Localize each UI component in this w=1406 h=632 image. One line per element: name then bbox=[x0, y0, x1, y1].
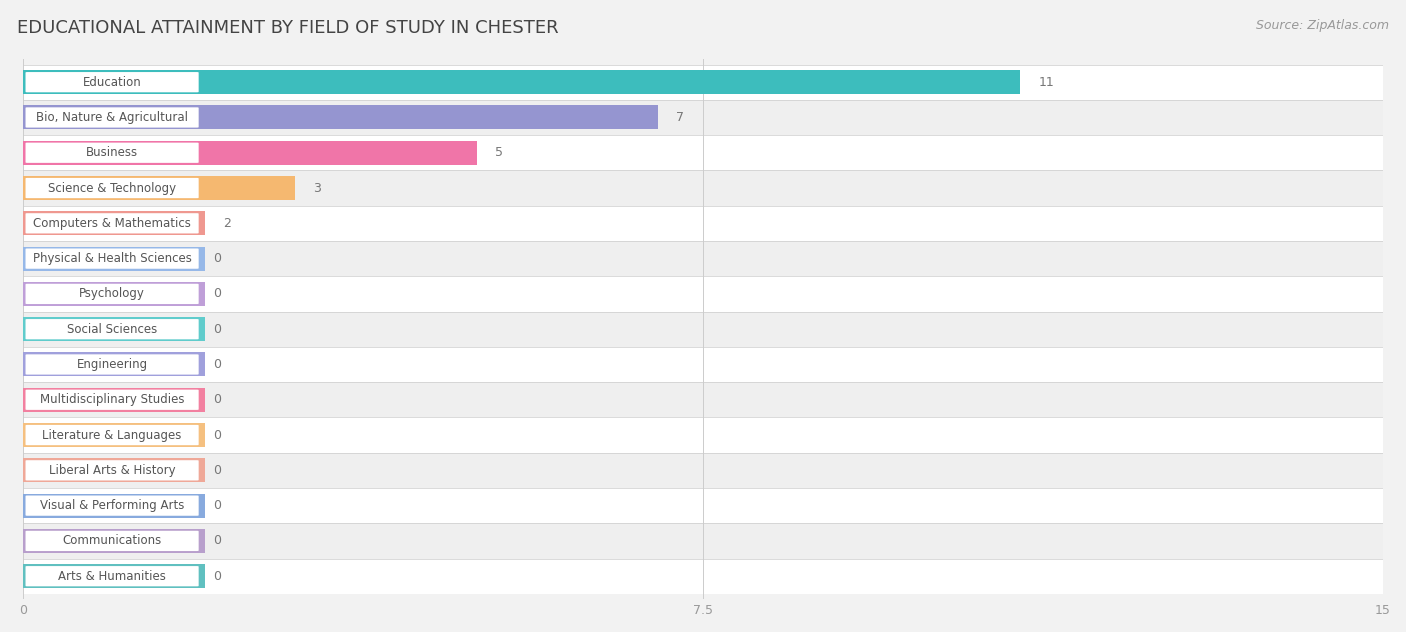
FancyBboxPatch shape bbox=[25, 566, 198, 586]
Bar bbox=[24, 488, 1384, 523]
Text: Psychology: Psychology bbox=[79, 288, 145, 300]
FancyBboxPatch shape bbox=[25, 319, 198, 339]
Bar bbox=[24, 70, 1021, 94]
FancyBboxPatch shape bbox=[25, 143, 198, 163]
Bar bbox=[24, 241, 1384, 276]
Text: Computers & Mathematics: Computers & Mathematics bbox=[34, 217, 191, 230]
Bar bbox=[24, 276, 1384, 312]
Text: Business: Business bbox=[86, 146, 138, 159]
Text: 0: 0 bbox=[214, 393, 222, 406]
Bar bbox=[24, 135, 1384, 171]
Bar bbox=[24, 205, 1384, 241]
Bar bbox=[24, 353, 204, 377]
Bar bbox=[24, 171, 1384, 205]
FancyBboxPatch shape bbox=[25, 355, 198, 375]
Bar bbox=[24, 176, 295, 200]
Text: 0: 0 bbox=[214, 569, 222, 583]
Bar bbox=[24, 453, 1384, 488]
Bar bbox=[24, 64, 1384, 100]
FancyBboxPatch shape bbox=[25, 107, 198, 128]
Text: 5: 5 bbox=[495, 146, 503, 159]
Bar bbox=[24, 382, 1384, 417]
Bar bbox=[24, 347, 1384, 382]
Text: 0: 0 bbox=[214, 288, 222, 300]
Text: Multidisciplinary Studies: Multidisciplinary Studies bbox=[39, 393, 184, 406]
Text: Arts & Humanities: Arts & Humanities bbox=[58, 569, 166, 583]
Bar bbox=[24, 141, 477, 165]
Bar bbox=[24, 312, 1384, 347]
Text: 11: 11 bbox=[1039, 76, 1054, 88]
Text: Bio, Nature & Agricultural: Bio, Nature & Agricultural bbox=[37, 111, 188, 124]
FancyBboxPatch shape bbox=[25, 72, 198, 92]
FancyBboxPatch shape bbox=[25, 390, 198, 410]
Text: Source: ZipAtlas.com: Source: ZipAtlas.com bbox=[1256, 19, 1389, 32]
Bar bbox=[24, 417, 1384, 453]
FancyBboxPatch shape bbox=[25, 495, 198, 516]
FancyBboxPatch shape bbox=[25, 284, 198, 304]
Bar bbox=[24, 564, 204, 588]
Text: Visual & Performing Arts: Visual & Performing Arts bbox=[39, 499, 184, 512]
Text: EDUCATIONAL ATTAINMENT BY FIELD OF STUDY IN CHESTER: EDUCATIONAL ATTAINMENT BY FIELD OF STUDY… bbox=[17, 19, 558, 37]
FancyBboxPatch shape bbox=[25, 531, 198, 551]
Text: Engineering: Engineering bbox=[76, 358, 148, 371]
Text: 0: 0 bbox=[214, 358, 222, 371]
Bar bbox=[24, 100, 1384, 135]
Bar bbox=[24, 529, 204, 553]
Text: Social Sciences: Social Sciences bbox=[67, 323, 157, 336]
Bar bbox=[24, 388, 204, 412]
Text: 0: 0 bbox=[214, 535, 222, 547]
Bar bbox=[24, 494, 204, 518]
Text: Literature & Languages: Literature & Languages bbox=[42, 428, 181, 442]
Bar bbox=[24, 523, 1384, 559]
FancyBboxPatch shape bbox=[25, 425, 198, 445]
Bar bbox=[24, 211, 204, 235]
Bar bbox=[24, 282, 204, 306]
Text: 0: 0 bbox=[214, 252, 222, 265]
Bar bbox=[24, 559, 1384, 594]
Text: Liberal Arts & History: Liberal Arts & History bbox=[49, 464, 176, 477]
Text: 0: 0 bbox=[214, 428, 222, 442]
Text: Physical & Health Sciences: Physical & Health Sciences bbox=[32, 252, 191, 265]
Text: 2: 2 bbox=[222, 217, 231, 230]
Bar bbox=[24, 106, 658, 130]
Text: Science & Technology: Science & Technology bbox=[48, 181, 176, 195]
Text: 0: 0 bbox=[214, 499, 222, 512]
Text: Communications: Communications bbox=[62, 535, 162, 547]
FancyBboxPatch shape bbox=[25, 213, 198, 233]
Bar bbox=[24, 317, 204, 341]
FancyBboxPatch shape bbox=[25, 460, 198, 480]
Text: Education: Education bbox=[83, 76, 142, 88]
FancyBboxPatch shape bbox=[25, 178, 198, 198]
FancyBboxPatch shape bbox=[25, 248, 198, 269]
Bar bbox=[24, 458, 204, 482]
Text: 0: 0 bbox=[214, 323, 222, 336]
Bar bbox=[24, 423, 204, 447]
Bar bbox=[24, 246, 204, 270]
Text: 3: 3 bbox=[314, 181, 321, 195]
Text: 0: 0 bbox=[214, 464, 222, 477]
Text: 7: 7 bbox=[676, 111, 683, 124]
